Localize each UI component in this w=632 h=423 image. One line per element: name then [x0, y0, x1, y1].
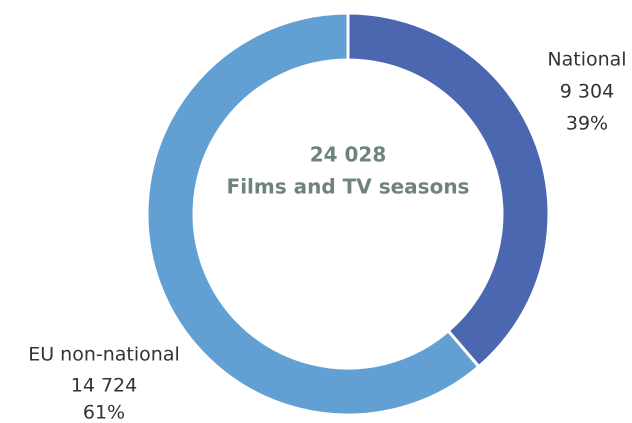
value-label: 14 724 — [71, 375, 137, 397]
total-label: 24 028 — [310, 143, 387, 167]
share-label: 39% — [566, 113, 608, 135]
slice — [346, 11, 551, 369]
slice-label: National — [547, 49, 626, 71]
slice — [145, 11, 481, 417]
donut — [145, 11, 551, 417]
value-label: 9 304 — [560, 81, 614, 103]
slice-label: EU non-national — [28, 344, 180, 366]
share-label: 61% — [83, 402, 125, 423]
center-text: Films and TV seasons — [227, 175, 470, 199]
